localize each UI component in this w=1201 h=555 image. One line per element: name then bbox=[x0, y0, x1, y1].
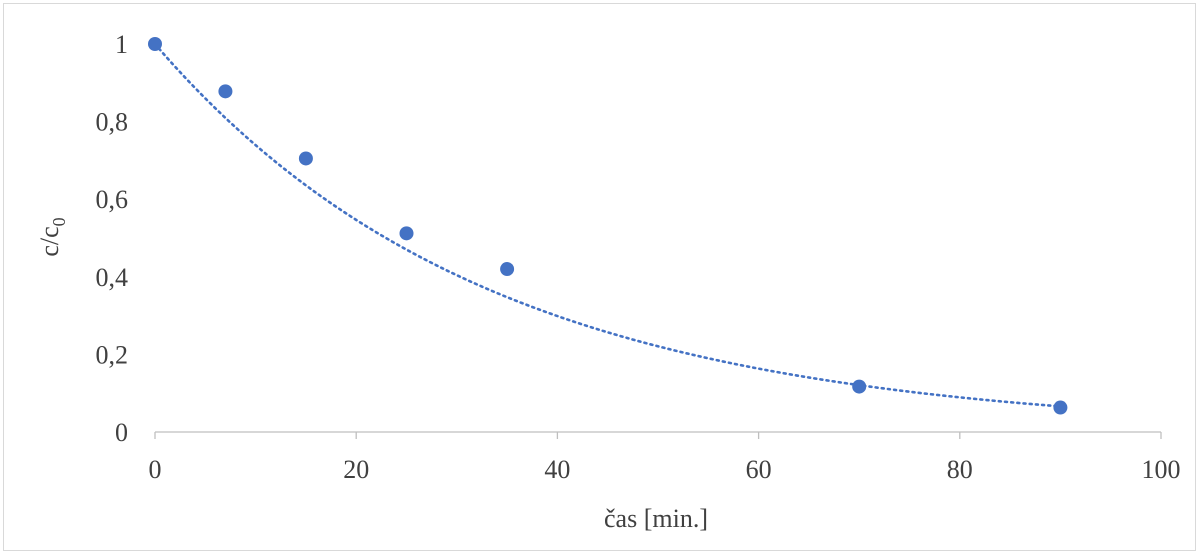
x-axis-title: čas [min.] bbox=[604, 504, 708, 533]
x-tick-label: 40 bbox=[544, 455, 570, 484]
y-tick-labels: 0 0,2 0,4 0,6 0,8 1 bbox=[96, 30, 129, 447]
y-tick-label: 1 bbox=[115, 30, 128, 59]
x-tick-label: 0 bbox=[149, 455, 162, 484]
x-tick-label: 20 bbox=[343, 455, 369, 484]
x-tick-label: 100 bbox=[1142, 455, 1181, 484]
x-tick-label: 60 bbox=[746, 455, 772, 484]
y-tick-label: 0,2 bbox=[96, 340, 129, 369]
y-tick-label: 0,6 bbox=[96, 185, 129, 214]
data-point bbox=[218, 84, 233, 99]
x-tick-labels: 0 20 40 60 80 100 bbox=[149, 455, 1181, 484]
y-tick-label: 0,8 bbox=[96, 108, 129, 137]
y-axis-title-subscript: 0 bbox=[49, 217, 69, 226]
x-tick-marks bbox=[154, 432, 1162, 439]
data-point bbox=[148, 37, 162, 51]
y-axis-title: c/c0 bbox=[35, 217, 69, 256]
y-axis-title-main: c/c bbox=[35, 226, 64, 256]
data-point bbox=[298, 151, 313, 166]
y-tick-label: 0 bbox=[115, 418, 128, 447]
trendline bbox=[153, 42, 1062, 408]
data-point bbox=[399, 226, 414, 241]
data-point bbox=[500, 262, 515, 277]
y-tick-label: 0,4 bbox=[96, 263, 129, 292]
data-point bbox=[1053, 400, 1068, 415]
x-tick-label: 80 bbox=[947, 455, 973, 484]
data-point bbox=[852, 379, 867, 394]
data-points bbox=[148, 37, 1068, 415]
